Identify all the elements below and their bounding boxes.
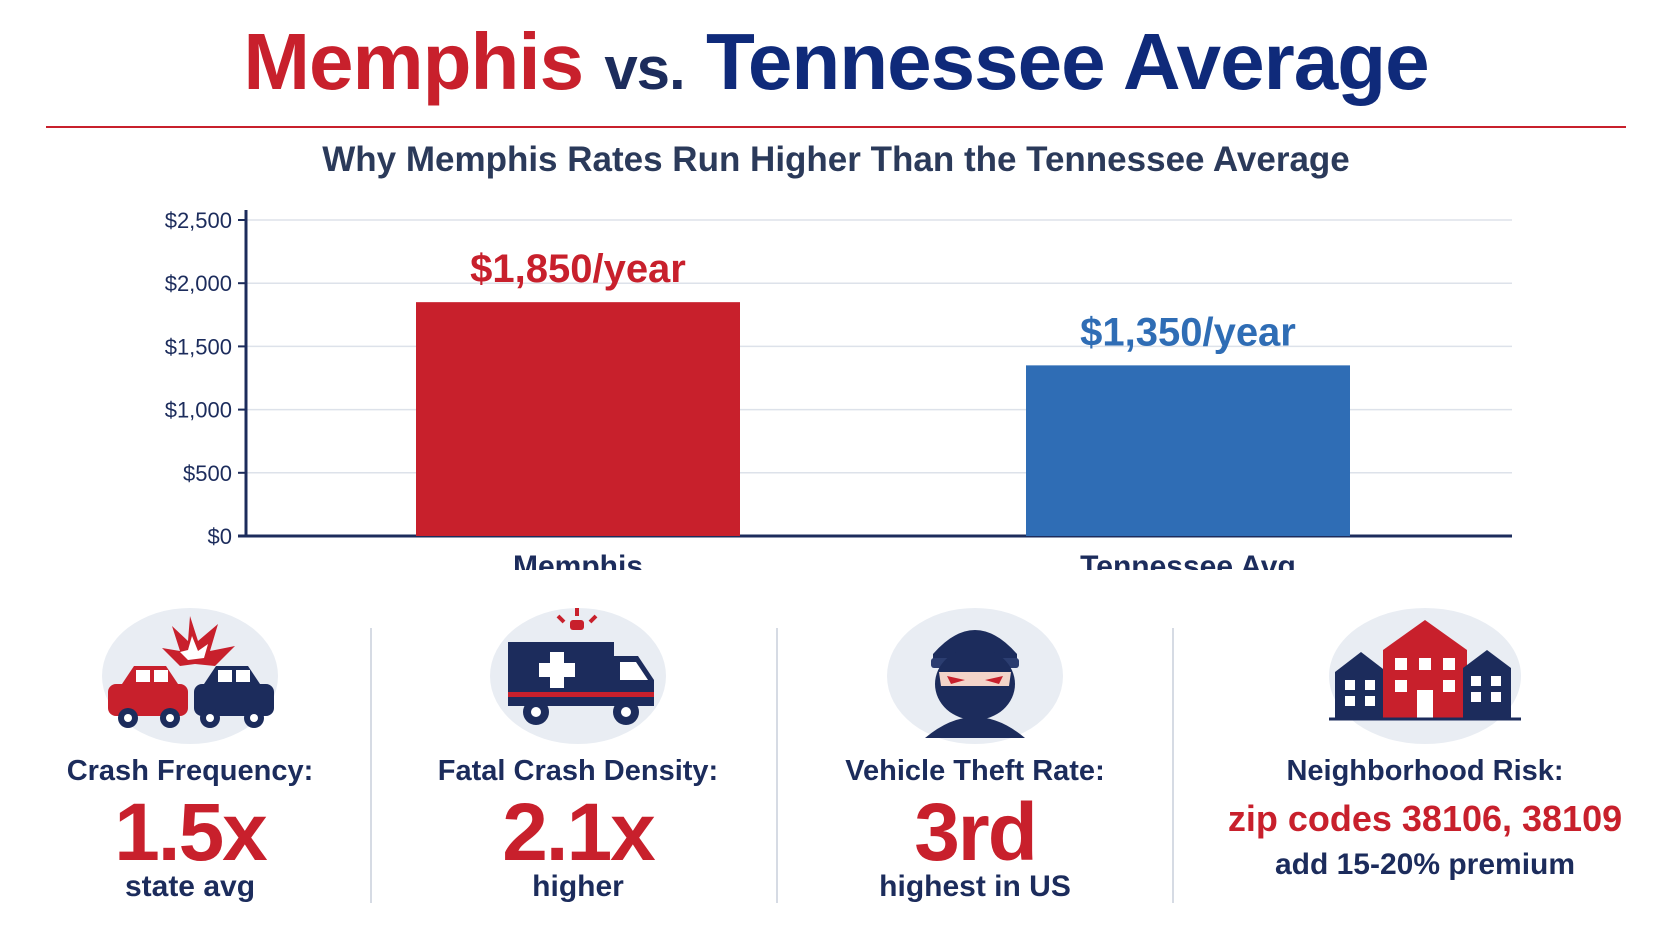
stat-crash-frequency: Crash Frequency: 1.5x state avg <box>0 600 390 920</box>
stat-label: Neighborhood Risk: <box>1286 755 1564 787</box>
y-tick-label: $1,500 <box>165 334 232 359</box>
title-tennessee: Tennessee Average <box>705 17 1430 106</box>
y-tick-label: $2,000 <box>165 271 232 296</box>
stat-vehicle-theft-rate: Vehicle Theft Rate: 3rd highest in US <box>775 600 1175 920</box>
stat-note: highest in US <box>879 870 1071 903</box>
stat-value: 2.1x <box>502 787 656 878</box>
stat-zip-codes: zip codes 38106, 38109 <box>1227 798 1623 839</box>
stat-note: add 15-20% premium <box>1274 848 1576 881</box>
ambulance-icon <box>488 606 668 751</box>
stat-value: 1.5x <box>114 787 268 878</box>
y-tick-label: $2,500 <box>165 208 232 233</box>
stat-label: Vehicle Theft Rate: <box>845 755 1105 787</box>
stat-divider <box>776 628 778 903</box>
data-label: $1,850/year <box>470 247 686 291</box>
stat-note: higher <box>532 870 624 903</box>
title-memphis: Memphis <box>243 17 584 106</box>
x-tick-label: Memphis <box>513 550 643 570</box>
y-tick-label: $1,000 <box>165 398 232 423</box>
title-vs: vs. <box>604 35 685 102</box>
title-divider <box>46 126 1626 128</box>
data-label: $1,350/year <box>1080 310 1296 354</box>
stat-label: Fatal Crash Density: <box>437 755 719 787</box>
thief-icon <box>885 606 1065 751</box>
bar-tennessee-avg <box>1026 365 1350 536</box>
stat-neighborhood-risk: Neighborhood Risk: zip codes 38106, 3810… <box>1210 600 1640 920</box>
stat-fatal-crash-density: Fatal Crash Density: 2.1x higher <box>378 600 778 920</box>
chart-subtitle: Why Memphis Rates Run Higher Than the Te… <box>322 140 1350 179</box>
y-tick-label: $500 <box>183 461 232 486</box>
y-tick-label: $0 <box>208 524 232 549</box>
stat-value: 3rd <box>914 787 1038 878</box>
car-crash-icon <box>100 606 280 751</box>
stat-label: Crash Frequency: <box>66 755 314 787</box>
neighborhood-icon <box>1325 606 1525 751</box>
bar-memphis <box>416 302 740 536</box>
stat-divider <box>1172 628 1174 903</box>
bar-chart: $0 $500 $1,000 $1,500 $2,000 $2,500 $1,850/yea… <box>165 208 1512 570</box>
x-tick-label: Tennessee Avg <box>1080 550 1296 570</box>
stat-divider <box>370 628 372 903</box>
page-title: Memphis vs. Tennessee Average <box>0 14 1672 117</box>
stat-note: state avg <box>124 870 256 903</box>
